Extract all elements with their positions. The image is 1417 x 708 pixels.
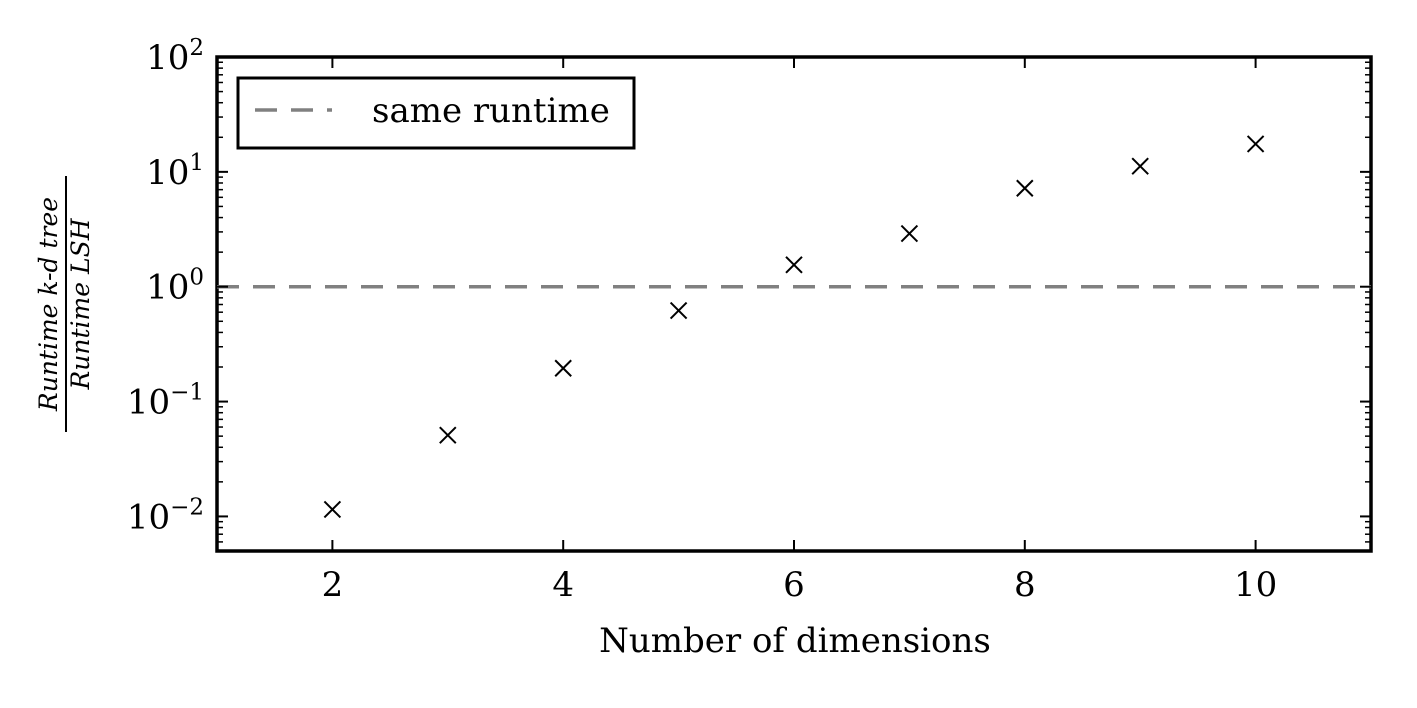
x-tick-labels: 2 4 6 8 10 [322,565,1278,605]
axis-ticks [217,56,1371,552]
legend-box [236,76,636,150]
data-point [1131,157,1149,175]
y-tick-label: 101 [146,150,204,193]
y-axis-label: Runtime k-d tree Runtime LSH [34,176,95,432]
x-tick-label: 8 [1014,565,1036,605]
y-tick-label: 10−1 [127,380,204,423]
y-axis-label-denominator: Runtime LSH [66,217,95,390]
data-point [439,426,457,444]
y-tick-label: 100 [146,265,204,308]
x-tick-label: 10 [1234,565,1277,605]
data-points [323,135,1265,519]
x-tick-label: 6 [783,565,805,605]
data-point [1016,179,1034,197]
x-axis-label: Number of dimensions [599,621,991,661]
data-point [554,359,572,377]
legend-label: same runtime [372,91,610,131]
data-point [785,256,803,274]
y-tick-label: 102 [146,35,204,78]
data-point [669,301,688,320]
x-tick-label: 2 [322,565,344,605]
data-point [1246,135,1265,153]
x-tick-label: 4 [552,565,574,605]
data-point [900,224,919,243]
data-point [323,500,342,519]
legend: same runtime [236,76,636,150]
y-tick-labels: 10−2 10−1 100 101 102 [127,35,204,537]
y-axis-label-numerator: Runtime k-d tree [34,197,63,412]
y-tick-label: 10−2 [127,494,204,537]
